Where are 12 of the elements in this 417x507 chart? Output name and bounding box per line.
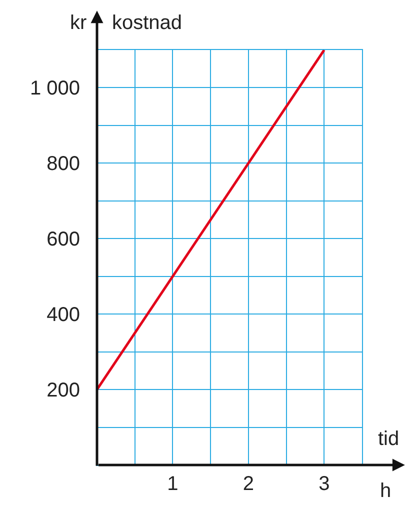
y-tick-label: 200	[46, 380, 80, 402]
y-tick-label: 800	[46, 153, 80, 176]
y-axis-title: kr	[70, 12, 87, 34]
y-tick-label: 600	[46, 228, 80, 251]
x-tick-label: 1	[167, 473, 178, 495]
y-tick-label: 1 000	[30, 78, 80, 100]
text: kostnad	[112, 12, 182, 34]
text: tid	[378, 428, 400, 450]
x-tick-label: 3	[318, 473, 330, 495]
x-tick-label: 2	[242, 473, 254, 495]
x-axis-title: h	[380, 480, 392, 502]
y-tick-label: 400	[46, 304, 80, 326]
